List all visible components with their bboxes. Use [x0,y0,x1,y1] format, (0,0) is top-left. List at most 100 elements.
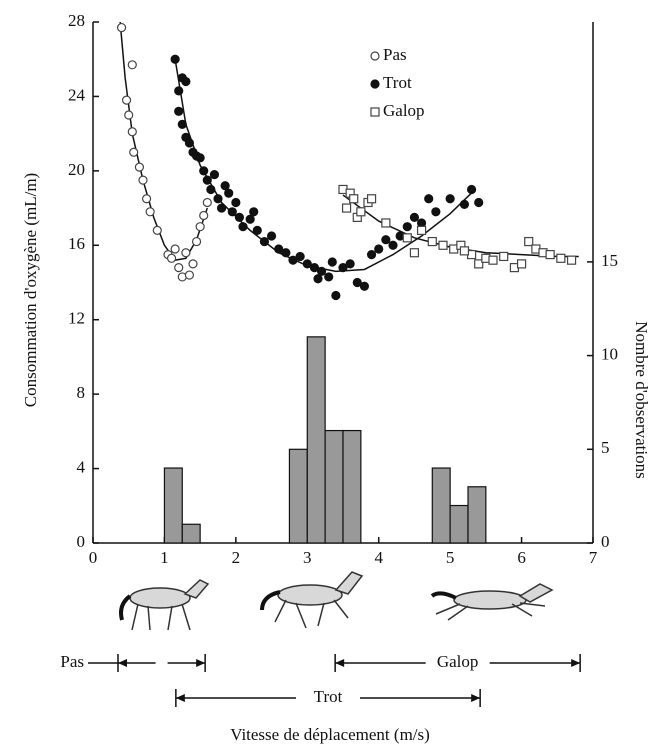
arrow-head [196,659,206,667]
x-axis-label: Vitesse de déplacement (m/s) [230,725,430,744]
data-point [381,235,391,245]
histogram-bar [288,448,308,544]
data-point [338,263,348,273]
data-point [295,251,305,262]
data-point [288,255,298,265]
data-point [129,147,139,157]
data-point [274,244,284,254]
histogram-bar [449,504,469,544]
data-point [416,225,427,235]
data-point [202,175,212,185]
data-point [174,263,184,273]
horse-gallop [430,583,554,621]
x-tick-label: 3 [303,548,312,567]
data-point [195,222,205,232]
data-point [409,248,420,258]
histogram-bar [163,467,183,544]
data-point [466,184,477,195]
data-point [170,54,180,64]
data-point [216,203,227,213]
data-point [366,194,377,204]
data-point [206,184,216,195]
histogram-bar [181,523,201,544]
data-point [427,236,437,247]
legend-label: Trot [383,73,412,92]
data-point [127,60,137,70]
data-point [249,207,259,217]
data-point [388,240,398,250]
data-point [127,127,137,137]
range-label: Pas [60,652,84,671]
data-point [445,194,455,204]
data-point [313,274,323,284]
arrow-head [571,659,581,667]
data-point [209,169,220,180]
data-point [266,231,277,241]
arrow-head [471,694,481,702]
y-tick-label: 20 [68,160,85,179]
y-tick-label: 24 [68,85,86,104]
x-tick-label: 2 [232,548,241,567]
data-point [488,255,498,265]
data-point [359,281,370,291]
legend-marker [370,79,380,89]
x-tick-label: 7 [589,548,598,567]
data-point [524,236,534,247]
data-point [202,197,212,208]
data-point [184,138,195,148]
y-axis-label: Consommation d'oxygène (mL/m) [21,173,40,407]
data-point [134,162,145,172]
data-point [424,194,434,204]
data-point [402,222,412,232]
data-point [220,181,230,191]
horse-walk [119,579,210,631]
y-tick-label: 0 [77,532,86,551]
data-point [195,153,205,163]
histogram-bar [467,486,487,544]
histogram-bar [342,429,362,544]
y-tick-label: 8 [77,383,86,402]
data-point [224,188,234,198]
data-point [341,203,352,213]
data-point [188,259,198,269]
data-point [474,259,484,269]
data-point [213,194,223,204]
legend-label: Pas [383,45,407,64]
data-point [474,197,484,208]
y2-tick-label: 15 [601,251,618,270]
data-point [281,248,291,258]
data-point [459,199,470,209]
data-point [174,106,184,116]
data-point [302,259,312,269]
data-point [141,194,152,204]
data-point [327,257,337,267]
y-tick-label: 28 [68,11,85,30]
data-point [409,212,420,222]
data-point [324,272,334,282]
y2-tick-label: 10 [601,344,618,363]
data-point [545,249,555,260]
data-point [356,207,366,217]
data-point [566,255,577,265]
data-point [234,212,245,222]
histogram-bar [306,336,326,544]
data-point [181,76,191,87]
y-tick-label: 12 [68,309,85,328]
data-point [374,244,384,254]
x-tick-label: 6 [517,548,526,567]
data-point [138,175,148,185]
data-point [231,197,241,208]
data-point [191,236,202,247]
data-point [184,270,195,280]
x-tick-label: 1 [160,548,169,567]
y-tick-label: 4 [77,457,86,476]
data-point [166,253,177,263]
data-point [402,233,412,243]
data-point [556,253,566,263]
data-point [331,290,341,301]
horse-trot [260,571,364,629]
data-point [499,251,509,262]
legend-marker [370,107,380,117]
range-label: Trot [314,687,343,706]
x-tick-label: 4 [374,548,383,567]
